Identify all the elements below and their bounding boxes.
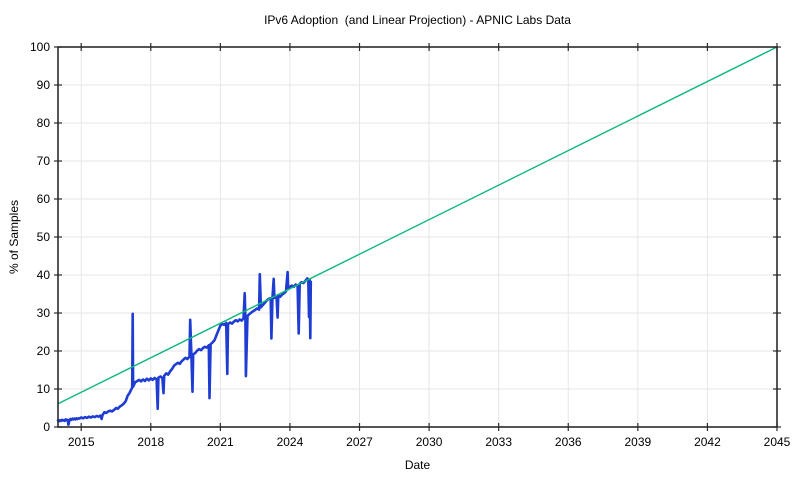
grid-lines bbox=[58, 46, 778, 428]
measured-series-line bbox=[56, 270, 313, 427]
y-tick-label: 60 bbox=[37, 192, 51, 206]
x-tick-label: 2036 bbox=[555, 435, 582, 449]
y-tick-label: 0 bbox=[43, 420, 50, 434]
x-tick-label: 2021 bbox=[207, 435, 234, 449]
x-tick-label: 2042 bbox=[694, 435, 721, 449]
y-tick-label: 40 bbox=[37, 268, 51, 282]
y-tick-label: 50 bbox=[37, 230, 51, 244]
projection-line bbox=[57, 46, 778, 405]
x-tick-label: 2015 bbox=[68, 435, 95, 449]
x-tick-label: 2033 bbox=[485, 435, 512, 449]
y-axis-label: % of Samples bbox=[7, 199, 21, 275]
x-tick-label: 2039 bbox=[624, 435, 651, 449]
y-tick-labels: 0 10 20 30 40 50 60 70 80 90 100 bbox=[30, 40, 50, 434]
x-tick-label: 2024 bbox=[277, 435, 304, 449]
y-tick-label: 20 bbox=[37, 344, 51, 358]
y-tick-label: 70 bbox=[37, 154, 51, 168]
y-tick-label: 10 bbox=[37, 382, 51, 396]
y-tick-label: 80 bbox=[37, 116, 51, 130]
x-tick-label: 2045 bbox=[764, 435, 791, 449]
x-tick-labels: 2015 2018 2021 2024 2027 2030 2033 2036 2039 2042… bbox=[68, 435, 791, 449]
y-tick-label: 90 bbox=[37, 78, 51, 92]
x-tick-label: 2030 bbox=[416, 435, 443, 449]
x-tick-label: 2018 bbox=[137, 435, 164, 449]
y-tick-label: 30 bbox=[37, 306, 51, 320]
axis-ticks bbox=[54, 43, 781, 431]
x-axis-label: Date bbox=[404, 458, 431, 472]
y-tick-label: 100 bbox=[30, 40, 50, 54]
chart-title: IPv6 Adoption (and Linear Projection) - … bbox=[264, 13, 571, 27]
x-tick-label: 2027 bbox=[346, 435, 373, 449]
